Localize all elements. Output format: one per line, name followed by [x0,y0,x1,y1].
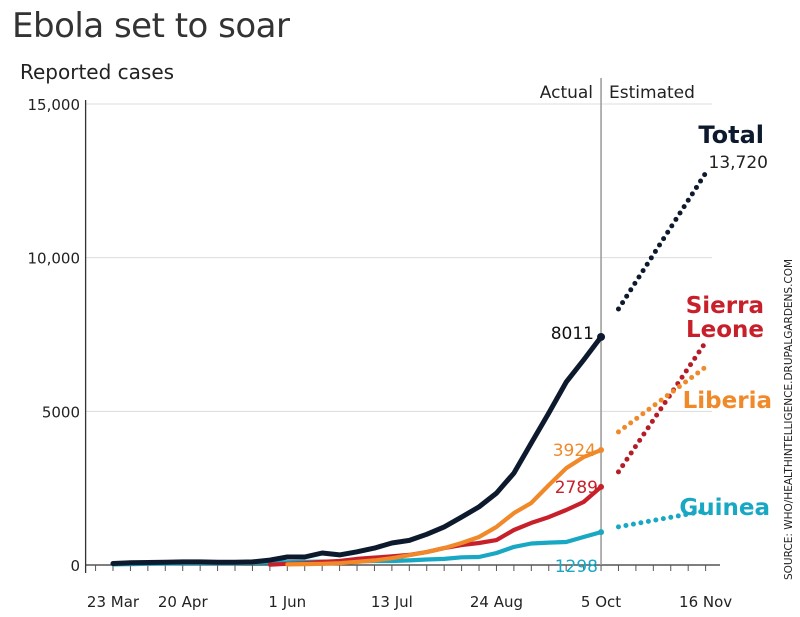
legend-total: Total [698,121,764,149]
y-tick-label: 10,000 [28,250,81,268]
series-end-point-total [597,332,606,341]
y-tick-label: 0 [70,557,80,575]
legend-guinea: Guinea [679,495,770,521]
actual-label: Actual [540,83,593,103]
x-tick-label: 5 Oct [581,593,621,611]
series-line-liberia [285,448,604,567]
source-note: SOURCE: WHO/HEALTHINTELLIGENCE.DRUPALGAR… [783,259,795,580]
x-tick-label: 23 Mar [87,593,140,611]
x-tick-label: 16 Nov [679,593,732,611]
series-estimate-total [615,170,709,312]
series-end-point-sierra [598,483,605,490]
y-tick-label: 5000 [42,403,80,421]
total-estimate-value-label: 13,720 [709,153,768,173]
series-end-point-liberia [598,447,605,454]
x-tick-label: 1 Jun [268,593,306,611]
series-line-total [110,334,604,566]
x-tick-label: 13 Jul [371,593,413,611]
series-end-point-guinea [598,529,605,536]
chart-title: Ebola set to soar [12,6,290,46]
legend-sierra-leone-line1: Sierra [686,293,764,319]
sierra-leone-value-label: 2789 [555,478,598,498]
legend-sierra-leone-line2: Leone [686,317,764,343]
x-tick-label: 24 Aug [470,593,523,611]
x-tick-label: 20 Apr [158,593,209,611]
y-axis-label: Reported cases [20,60,175,84]
series-estimate-guinea [615,508,709,530]
estimated-label: Estimated [609,83,695,103]
liberia-value-label: 3924 [553,441,596,461]
total-value-label: 8011 [551,324,594,344]
series-estimate-liberia [615,364,709,435]
y-tick-label: 15,000 [28,96,81,114]
guinea-value-label: 1298 [555,557,598,577]
legend-liberia: Liberia [683,388,772,414]
series-estimate-sierra [615,339,709,475]
